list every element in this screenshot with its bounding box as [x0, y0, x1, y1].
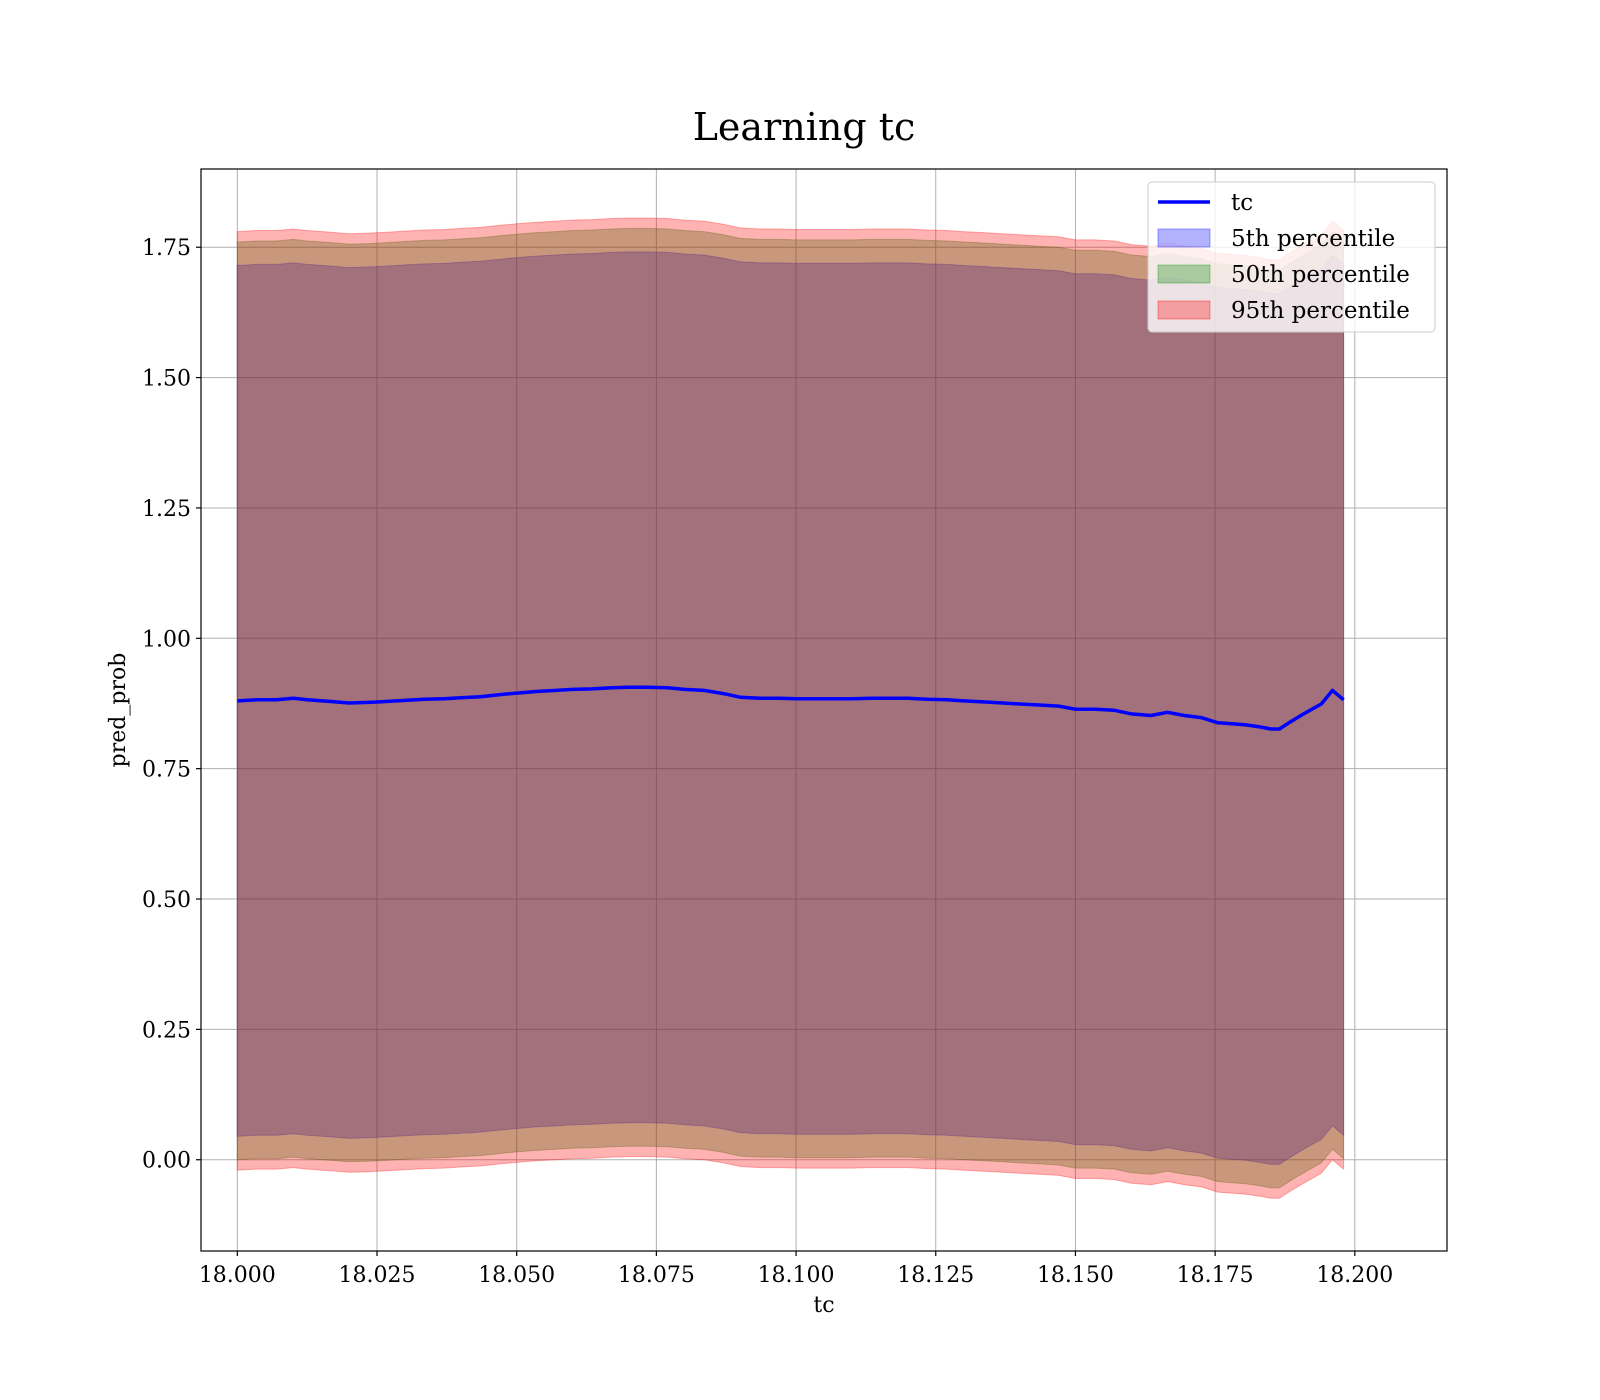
y-tick-label: 1.75 [142, 236, 191, 261]
plot-frame [200, 168, 1448, 1252]
y-tick-label: 1.50 [142, 367, 191, 392]
legend-swatch-50th-percentile [1157, 264, 1211, 284]
x-tick-label: 18.125 [897, 1263, 974, 1288]
plot-area [201, 169, 1447, 1251]
y-tick-label: 1.00 [142, 627, 191, 652]
x-tick-label: 18.075 [618, 1263, 695, 1288]
x-tick-label: 18.175 [1177, 1263, 1254, 1288]
x-tick-label: 18.100 [758, 1263, 835, 1288]
legend-label-95th-percentile: 95th percentile [1231, 298, 1410, 324]
x-tick-label: 18.025 [339, 1263, 416, 1288]
y-tick-label: 0.00 [142, 1149, 191, 1174]
legend-label-5th-percentile: 5th percentile [1231, 226, 1395, 252]
x-tick-label: 18.200 [1316, 1263, 1393, 1288]
line-tc [237, 685, 1345, 731]
legend: tc 5th percentile 50th percentile 95th perc… [1147, 181, 1436, 333]
legend-box [1147, 181, 1436, 333]
x-axis-ticks: 18.000 18.025 18.050 18.075 18.100 18.125 18.1… [199, 1251, 1393, 1288]
y-tick-label: 0.50 [142, 888, 191, 913]
percentile-bands [236, 217, 1345, 1199]
x-tick-label: 18.150 [1037, 1263, 1114, 1288]
legend-label-tc: tc [1231, 190, 1253, 216]
x-tick-label: 18.050 [478, 1263, 555, 1288]
x-axis-label: tc [813, 1293, 834, 1318]
series-lines [237, 685, 1345, 731]
band-5th-percentile [236, 251, 1345, 1165]
y-tick-label: 1.25 [142, 497, 191, 522]
band-95th-percentile [236, 217, 1345, 1199]
y-tick-label: 0.75 [142, 758, 191, 783]
y-axis-label: pred_prob [106, 653, 131, 768]
chart-title: Learning tc [693, 105, 916, 149]
legend-swatch-95th-percentile [1157, 300, 1211, 320]
y-tick-label: 0.25 [142, 1018, 191, 1043]
legend-label-50th-percentile: 50th percentile [1231, 262, 1410, 288]
y-axis-ticks: 0.00 0.25 0.50 0.75 1.00 1.25 1.50 1.75 [142, 236, 201, 1174]
x-tick-label: 18.000 [199, 1263, 276, 1288]
legend-swatch-5th-percentile [1157, 228, 1211, 248]
band-50th-percentile [236, 227, 1345, 1189]
